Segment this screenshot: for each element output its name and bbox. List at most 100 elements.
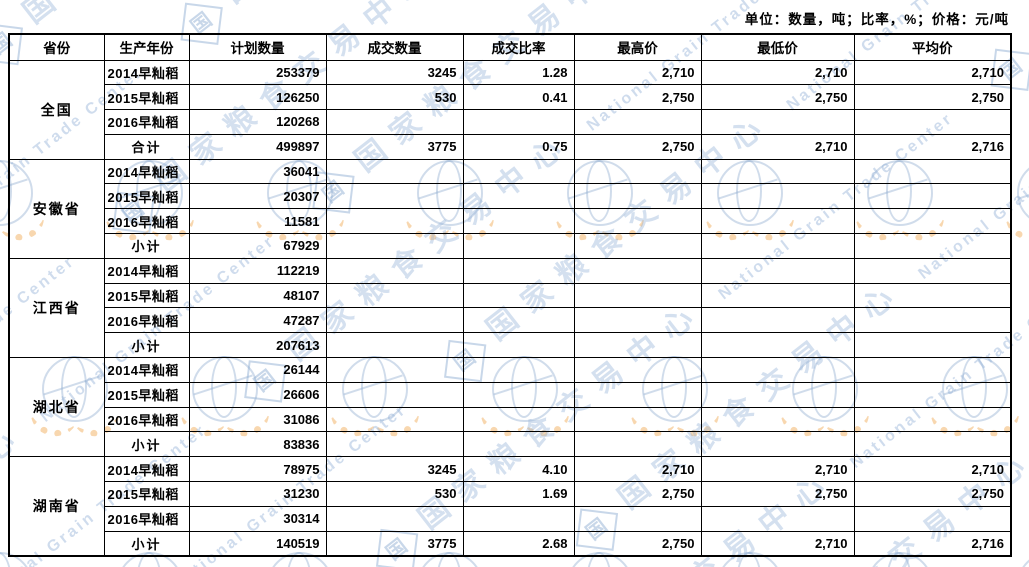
ratio-cell bbox=[462, 505, 575, 532]
column-header: 成交数量 bbox=[325, 33, 464, 61]
high-cell bbox=[573, 158, 702, 185]
avg-cell bbox=[853, 406, 1012, 433]
table-row: 2016早籼稻 120268 bbox=[9, 109, 1012, 135]
ratio-cell: 2.68 bbox=[462, 530, 575, 557]
subtotal-label-cell: 小计 bbox=[103, 530, 190, 557]
plan-cell: 47287 bbox=[188, 307, 327, 334]
low-cell bbox=[700, 381, 855, 408]
deal-cell: 530 bbox=[325, 481, 464, 507]
ratio-cell bbox=[462, 282, 575, 309]
plan-cell: 78975 bbox=[188, 456, 327, 483]
year-cell: 2014早籼稻 bbox=[103, 59, 190, 86]
high-cell bbox=[573, 505, 702, 532]
ratio-cell bbox=[462, 158, 575, 185]
ratio-cell bbox=[462, 357, 575, 383]
province-cell: 湖北省 bbox=[8, 357, 105, 458]
deal-cell bbox=[325, 381, 464, 408]
table-row: 2016早籼稻 30314 bbox=[9, 505, 1012, 532]
low-cell bbox=[700, 332, 855, 359]
deal-cell: 3775 bbox=[325, 133, 464, 160]
high-cell: 2,750 bbox=[573, 133, 702, 160]
ratio-cell: 0.75 bbox=[462, 133, 575, 160]
year-cell: 2015早籼稻 bbox=[103, 481, 190, 507]
deal-cell bbox=[325, 158, 464, 185]
plan-cell: 26144 bbox=[188, 357, 327, 383]
watermark-cn-text: 国家粮食交易中心 bbox=[217, 0, 532, 10]
high-cell bbox=[573, 307, 702, 334]
table-row: 2015早籼稻 31230 530 1.69 2,750 2,750 2,750 bbox=[9, 481, 1012, 507]
ratio-cell bbox=[462, 257, 575, 284]
high-cell bbox=[573, 282, 702, 309]
high-cell bbox=[573, 357, 702, 383]
avg-cell: 2,716 bbox=[853, 133, 1012, 160]
table-row: 小计 83836 bbox=[9, 431, 1012, 458]
high-cell bbox=[573, 109, 702, 135]
avg-cell bbox=[853, 307, 1012, 334]
low-cell bbox=[700, 282, 855, 309]
column-header: 计划数量 bbox=[188, 33, 327, 61]
plan-cell: 67929 bbox=[188, 233, 327, 259]
table-row: 合计 499897 3775 0.75 2,750 2,710 2,716 bbox=[9, 133, 1012, 160]
year-cell: 2016早籼稻 bbox=[103, 208, 190, 235]
plan-cell: 20307 bbox=[188, 183, 327, 210]
unit-note: 单位：数量，吨；比率，%；价格：元/吨 bbox=[744, 12, 1009, 27]
high-cell bbox=[573, 381, 702, 408]
province-cell: 安徽省 bbox=[8, 158, 105, 259]
ratio-cell: 1.69 bbox=[462, 481, 575, 507]
high-cell bbox=[573, 332, 702, 359]
table-row: 2015早籼稻 126250 530 0.41 2,750 2,750 2,750 bbox=[9, 84, 1012, 111]
low-cell bbox=[700, 307, 855, 334]
table-row: 小计 207613 bbox=[9, 332, 1012, 359]
low-cell: 2,710 bbox=[700, 133, 855, 160]
ratio-cell: 0.41 bbox=[462, 84, 575, 111]
table-row: 小计 140519 3775 2.68 2,750 2,710 2,716 bbox=[9, 530, 1012, 557]
low-cell bbox=[700, 431, 855, 458]
ratio-cell bbox=[462, 208, 575, 235]
avg-cell bbox=[853, 257, 1012, 284]
plan-cell: 11581 bbox=[188, 208, 327, 235]
avg-cell bbox=[853, 208, 1012, 235]
deal-cell bbox=[325, 357, 464, 383]
ratio-cell bbox=[462, 109, 575, 135]
deal-cell bbox=[325, 233, 464, 259]
low-cell: 2,710 bbox=[700, 456, 855, 483]
avg-cell bbox=[853, 505, 1012, 532]
avg-cell bbox=[853, 381, 1012, 408]
year-cell: 2014早籼稻 bbox=[103, 456, 190, 483]
deal-cell: 3245 bbox=[325, 59, 464, 86]
plan-cell: 26606 bbox=[188, 381, 327, 408]
avg-cell bbox=[853, 233, 1012, 259]
low-cell bbox=[700, 233, 855, 259]
year-cell: 2015早籼稻 bbox=[103, 381, 190, 408]
low-cell bbox=[700, 208, 855, 235]
plan-cell: 126250 bbox=[188, 84, 327, 111]
province-cell: 湖南省 bbox=[8, 456, 105, 557]
avg-cell: 2,750 bbox=[853, 84, 1012, 111]
high-cell: 2,750 bbox=[573, 84, 702, 111]
high-cell: 2,710 bbox=[573, 59, 702, 86]
column-header: 省份 bbox=[8, 33, 105, 61]
low-cell bbox=[700, 109, 855, 135]
table-body: 全国 2014早籼稻 253379 3245 1.28 2,710 2,710 2,710 20… bbox=[8, 59, 1012, 557]
column-header: 平均价 bbox=[853, 33, 1012, 61]
year-cell: 2015早籼稻 bbox=[103, 282, 190, 309]
plan-cell: 30314 bbox=[188, 505, 327, 532]
table-row: 湖南省 2014早籼稻 78975 3245 4.10 2,710 2,710 2,710 bbox=[8, 456, 1012, 557]
deal-cell: 3775 bbox=[325, 530, 464, 557]
plan-cell: 48107 bbox=[188, 282, 327, 309]
high-cell bbox=[573, 183, 702, 210]
plan-cell: 112219 bbox=[188, 257, 327, 284]
high-cell: 2,750 bbox=[573, 481, 702, 507]
plan-cell: 120268 bbox=[188, 109, 327, 135]
deal-cell bbox=[325, 109, 464, 135]
low-cell: 2,750 bbox=[700, 84, 855, 111]
table-row: 2015早籼稻 20307 bbox=[9, 183, 1012, 210]
year-cell: 2015早籼稻 bbox=[103, 183, 190, 210]
year-cell: 2015早籼稻 bbox=[103, 84, 190, 111]
plan-cell: 499897 bbox=[188, 133, 327, 160]
grain-results-table: 省份 生产年份 计划数量 成交数量 成交比率 最高价 最低价 平均价 全国 2014早籼稻 253… bbox=[8, 33, 1012, 557]
year-cell: 2014早籼稻 bbox=[103, 357, 190, 383]
high-cell bbox=[573, 233, 702, 259]
high-cell bbox=[573, 406, 702, 433]
year-cell: 2014早籼稻 bbox=[103, 158, 190, 185]
